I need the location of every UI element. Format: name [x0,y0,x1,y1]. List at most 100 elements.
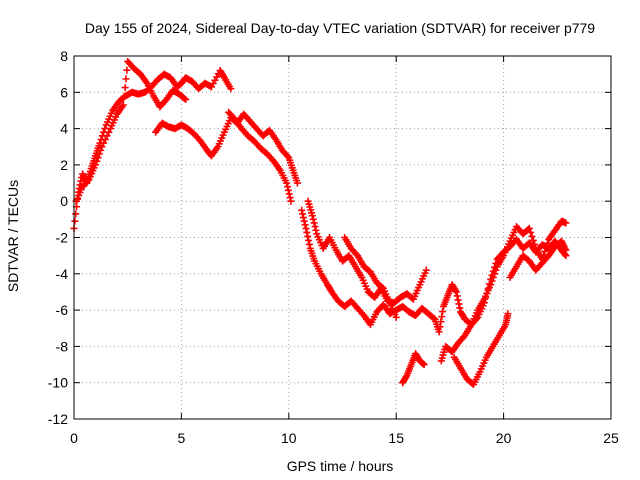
data-point [487,281,495,289]
data-point [220,72,228,80]
x-axis-title: GPS time / hours [287,458,394,474]
series-track-6 [304,197,430,307]
grid-lines [74,56,611,419]
data-point [529,236,537,244]
data-point [293,179,301,187]
data-point [122,75,130,83]
series-track-3 [152,110,301,187]
y-tick-label: 4 [60,121,68,137]
data-point [504,310,512,318]
data-point [437,318,445,326]
data-point [525,224,533,232]
y-axis-title: SDTVAR / TECUs [5,180,21,292]
data-point [489,273,497,281]
data-point [430,314,438,322]
data-point [460,333,468,341]
data-point [310,219,318,227]
data-point [438,313,446,321]
data-point [312,226,320,234]
data-point [488,277,496,285]
data-point [527,228,535,236]
x-tick-label: 25 [603,430,619,446]
y-tick-label: 2 [60,157,68,173]
data-point [303,228,311,236]
data-point [309,215,317,223]
data-point [562,246,570,254]
series-track-7 [341,234,400,321]
series-track-5 [298,206,439,329]
data-point [308,212,316,220]
data-point [451,286,459,294]
y-tick-label: -8 [56,338,69,354]
data-point [100,139,108,147]
data-point [300,217,308,225]
y-tick-label: -4 [56,266,69,282]
data-point [299,210,307,218]
data-point [287,197,295,205]
data-point [311,223,319,231]
plot-frame [73,55,612,420]
x-tick-label: 5 [178,430,186,446]
data-point [454,296,462,304]
x-tick-label: 20 [496,430,512,446]
y-tick-label: -12 [48,411,68,427]
data-point [227,85,235,93]
y-tick-label: -2 [56,230,69,246]
y-tick-label: 8 [60,48,68,64]
data-point [492,266,500,274]
series-track-11 [450,310,512,389]
data-point [286,194,294,202]
y-tick-label: -6 [56,302,69,318]
data-point [98,143,106,151]
data-point [439,308,447,316]
data-point [541,247,549,255]
chart-title: Day 155 of 2024, Sidereal Day-to-day VTE… [85,20,595,36]
data-point [304,232,312,240]
data-points [70,57,570,389]
data-point [305,236,313,244]
x-tick-label: 10 [281,430,297,446]
y-tick-labels: -12 -10 -8 -6 -4 -2 0 2 4 6 8 [48,48,68,427]
x-tick-label: 0 [70,430,78,446]
data-point [283,179,291,187]
data-point [562,219,570,227]
data-point [284,183,292,191]
data-point [120,92,128,100]
data-point [420,361,428,369]
data-point [299,214,307,222]
data-point [455,300,463,308]
data-point [91,161,99,169]
data-point [422,266,430,274]
data-point [301,221,309,229]
data-point [542,243,550,251]
data-point [284,186,292,194]
series-track-8 [399,350,428,387]
y-tick-label: 6 [60,84,68,100]
data-point [121,84,129,92]
data-point [84,177,92,185]
data-point [305,240,313,248]
series-track-12 [506,237,570,281]
x-tick-labels: 0 5 10 15 20 25 [70,430,619,446]
data-point [543,239,551,247]
data-point [285,190,293,198]
data-point [392,313,400,321]
data-point [93,157,101,165]
data-point [302,224,310,232]
data-point [182,96,190,104]
data-point [105,128,113,136]
x-tick-label: 15 [388,430,404,446]
data-point [95,150,103,158]
data-point [71,217,79,225]
data-point [94,154,102,162]
data-point [561,251,569,259]
y-tick-label: 0 [60,193,68,209]
data-point [101,135,109,143]
data-point [97,146,105,154]
data-point [453,292,461,300]
data-point [103,132,111,140]
data-point [456,304,464,312]
data-point [298,206,306,214]
series-track-9 [431,235,570,336]
